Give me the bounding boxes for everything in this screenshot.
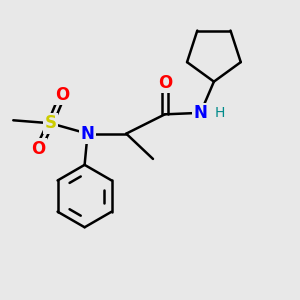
Text: O: O bbox=[158, 74, 172, 92]
Text: N: N bbox=[194, 104, 208, 122]
Text: O: O bbox=[55, 86, 69, 104]
Text: N: N bbox=[81, 125, 94, 143]
Text: O: O bbox=[32, 140, 46, 158]
Text: S: S bbox=[44, 114, 56, 132]
Text: H: H bbox=[215, 106, 225, 120]
